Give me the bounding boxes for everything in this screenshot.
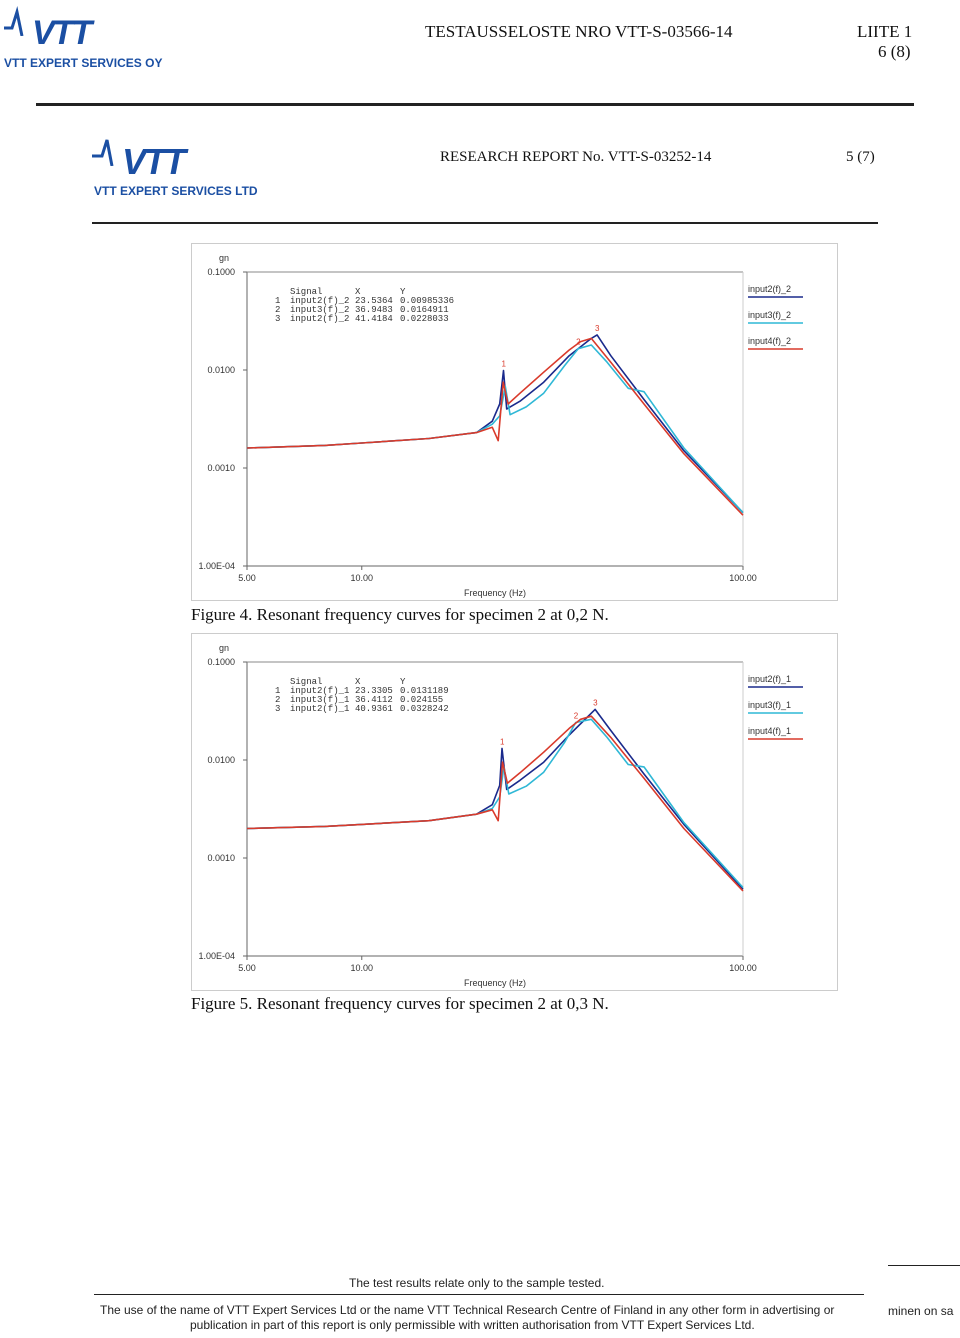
- footer-rule: [94, 1294, 864, 1295]
- cursor-row-x: 41.4184: [355, 314, 393, 324]
- y-axis-label: gn: [219, 253, 229, 263]
- legend-label: input3(f)_2: [748, 310, 791, 320]
- chart-frame-1: 0.1000 0.0100 0.0010 1.00E-04 5.00 10.00 100.0…: [191, 243, 838, 601]
- peak-label: 3: [595, 324, 600, 333]
- peak-label: 1: [500, 737, 505, 746]
- series-line: [246, 337, 744, 516]
- cursor-row-index: 3: [275, 704, 280, 714]
- y-tick-label: 0.0010: [207, 853, 235, 863]
- cursor-row-index: 3: [275, 314, 280, 324]
- y-tick-label: 1.00E-04: [198, 951, 235, 961]
- cursor-table-header: Signal: [290, 287, 322, 297]
- cursor-row-y: 0.0164911: [400, 305, 449, 315]
- inner-report-title: RESEARCH REPORT No. VTT-S-03252-14: [440, 149, 712, 165]
- cursor-row-signal: input2(f)_1: [290, 704, 349, 714]
- cursor-row-y: 0.0228033: [400, 314, 449, 324]
- series-line: [246, 718, 744, 889]
- cursor-table-header: Y: [400, 287, 406, 297]
- cursor-table-header: X: [355, 287, 361, 297]
- legend-label: input4(f)_2: [748, 336, 791, 346]
- cursor-row-index: 2: [275, 695, 280, 705]
- cursor-row-signal: input2(f)_2: [290, 296, 349, 306]
- peak-label: 2: [576, 338, 581, 347]
- footer-cut-text: minen on sa: [888, 1304, 954, 1318]
- x-tick-label: 10.00: [350, 963, 373, 973]
- cursor-row-signal: input3(f)_1: [290, 695, 349, 705]
- footer-note: The test results relate only to the samp…: [349, 1276, 605, 1290]
- vtt-logo-icon: [4, 6, 24, 36]
- inner-logo: VTT VTT EXPERT SERVICES LTD: [92, 136, 272, 200]
- resonance-chart-1: 0.1000 0.0100 0.0010 1.00E-045.00 10.00 100.0…: [198, 253, 803, 598]
- y-tick-label: 0.1000: [207, 657, 235, 667]
- x-axis-label: Frequency (Hz): [464, 588, 526, 598]
- figure-caption-5: Figure 5. Resonant frequency curves for …: [191, 994, 609, 1013]
- peak-label: 1: [501, 360, 506, 369]
- outer-header-rule: [36, 103, 914, 106]
- cursor-row-y: 0.0131189: [400, 686, 449, 696]
- cursor-row-index: 1: [275, 296, 280, 306]
- outer-appendix: LIITE 1: [857, 22, 913, 41]
- inner-logo-subtitle: VTT EXPERT SERVICES LTD: [94, 184, 258, 198]
- outer-logo-text: VTT: [32, 14, 92, 52]
- cursor-row-signal: input3(f)_2: [290, 305, 349, 315]
- cursor-row-x: 36.4112: [355, 695, 393, 705]
- cursor-table-header: Signal: [290, 677, 322, 687]
- figure-caption-4: Figure 4. Resonant frequency curves for …: [191, 605, 609, 624]
- cursor-row-x: 36.9483: [355, 305, 393, 315]
- series-line: [246, 344, 744, 514]
- cursor-table-header: X: [355, 677, 361, 687]
- series-line: [246, 708, 744, 890]
- cursor-row-signal: input2(f)_2: [290, 314, 349, 324]
- resonance-chart-2: 0.1000 0.0100 0.0010 1.00E-045.00 10.00 100.0…: [198, 643, 803, 988]
- cursor-row-index: 2: [275, 305, 280, 315]
- cursor-row-y: 0.0328242: [400, 704, 449, 714]
- y-tick-label: 0.0100: [207, 755, 235, 765]
- outer-report-title: TESTAUSSELOSTE NRO VTT-S-03566-14: [425, 22, 733, 41]
- cursor-row-y: 0.00985336: [400, 296, 454, 306]
- outer-logo: VTT VTT EXPERT SERVICES OY: [4, 6, 174, 70]
- y-tick-label: 0.0010: [207, 463, 235, 473]
- x-tick-label: 100.00: [729, 963, 757, 973]
- y-tick-label: 0.1000: [207, 267, 235, 277]
- footer-rule-right: [888, 1265, 960, 1266]
- x-tick-label: 5.00: [238, 573, 256, 583]
- inner-header-rule: [92, 222, 878, 224]
- series-line: [246, 334, 744, 514]
- vtt-logo-icon: [92, 139, 114, 166]
- x-tick-label: 10.00: [350, 573, 373, 583]
- cursor-row-x: 40.9361: [355, 704, 393, 714]
- footer-disclaimer-line-1: The use of the name of VTT Expert Servic…: [100, 1303, 835, 1317]
- cursor-table-header: Y: [400, 677, 406, 687]
- legend-label: input2(f)_2: [748, 284, 791, 294]
- cursor-row-y: 0.024155: [400, 695, 443, 705]
- outer-logo-subtitle: VTT EXPERT SERVICES OY: [4, 56, 163, 70]
- y-axis-label: gn: [219, 643, 229, 653]
- y-tick-label: 1.00E-04: [198, 561, 235, 571]
- series-line: [246, 715, 744, 892]
- inner-page-number: 5 (7): [846, 149, 875, 165]
- x-axis-label: Frequency (Hz): [464, 978, 526, 988]
- peak-label: 3: [593, 698, 598, 707]
- cursor-row-signal: input2(f)_1: [290, 686, 349, 696]
- peak-label: 2: [574, 711, 579, 720]
- x-tick-label: 100.00: [729, 573, 757, 583]
- legend-label: input2(f)_1: [748, 674, 791, 684]
- legend-label: input4(f)_1: [748, 726, 791, 736]
- cursor-row-x: 23.5364: [355, 296, 393, 306]
- legend-label: input3(f)_1: [748, 700, 791, 710]
- footer-disclaimer-line-2: publication in part of this report is on…: [190, 1318, 755, 1332]
- inner-logo-text: VTT: [122, 141, 186, 182]
- chart-frame-2: 0.1000 0.0100 0.0010 1.00E-04 5.00 10.00 100.0…: [191, 633, 838, 991]
- y-tick-label: 0.0100: [207, 365, 235, 375]
- cursor-row-index: 1: [275, 686, 280, 696]
- outer-page-number: 6 (8): [878, 42, 911, 61]
- x-tick-label: 5.00: [238, 963, 256, 973]
- cursor-row-x: 23.3305: [355, 686, 393, 696]
